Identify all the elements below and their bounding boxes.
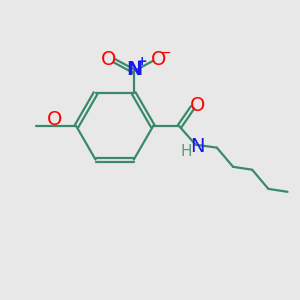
Text: H: H	[181, 144, 192, 159]
Text: N: N	[126, 60, 142, 79]
Text: O: O	[101, 50, 116, 69]
Text: −: −	[160, 46, 171, 60]
Text: N: N	[190, 137, 204, 156]
Text: O: O	[47, 110, 62, 130]
Text: +: +	[137, 55, 147, 68]
Text: O: O	[151, 50, 166, 69]
Text: O: O	[190, 96, 206, 115]
